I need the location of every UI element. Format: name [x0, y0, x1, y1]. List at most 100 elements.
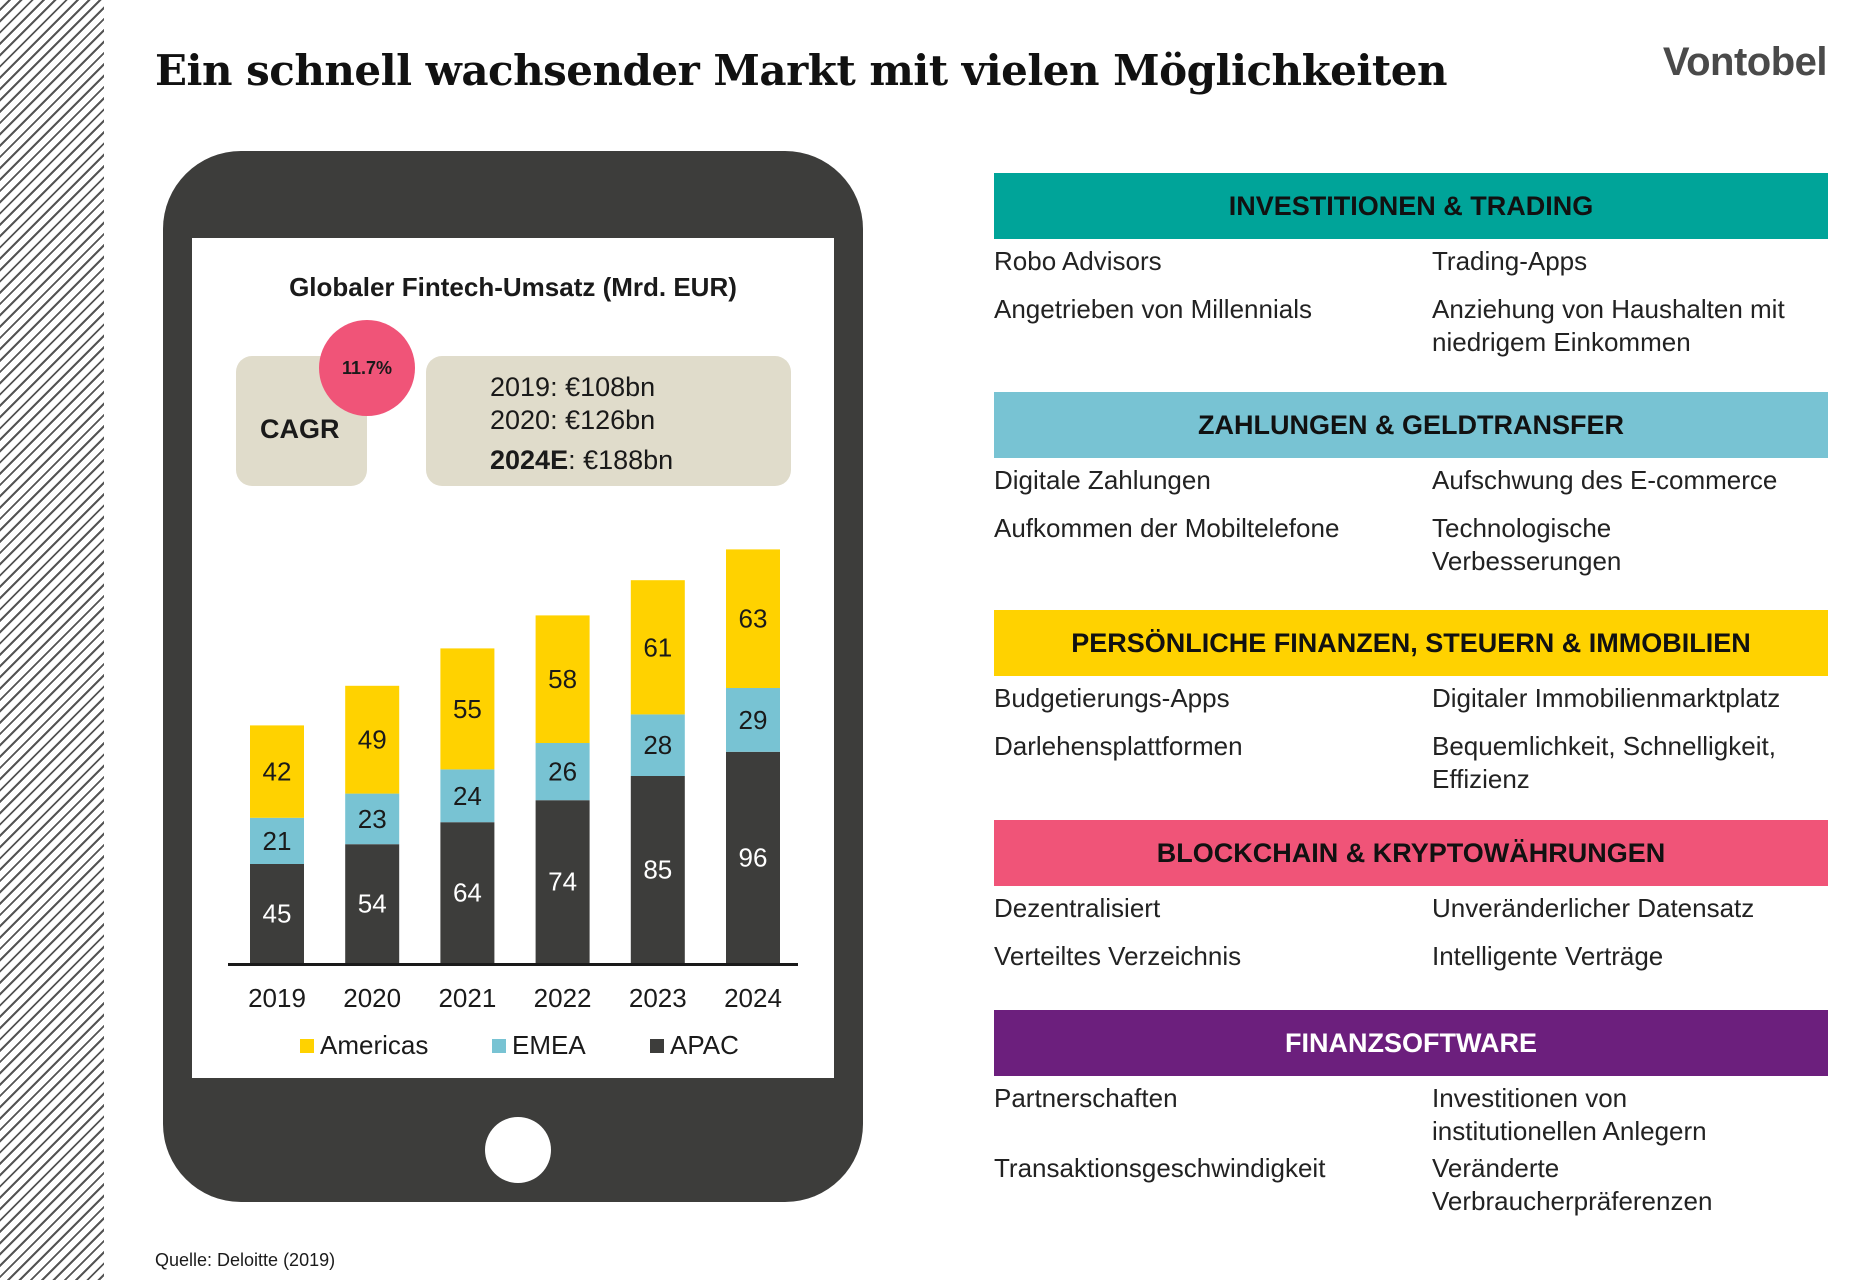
- x-tick-label-2024: 2024: [724, 983, 782, 1013]
- bar-americas-2021: [440, 648, 495, 770]
- data-label-americas-2019: 42: [263, 757, 292, 787]
- bar-apac-2023: [630, 776, 685, 963]
- tablet-home-button: [485, 1117, 551, 1183]
- section-item-right-2: Veränderte Verbraucherpräferenzen: [1432, 1153, 1713, 1216]
- data-label-apac-2021: 64: [453, 878, 482, 908]
- section-4: BLOCKCHAIN & KRYPTOWÄHRUNGEN Dezentralisi…: [994, 820, 1828, 971]
- bar-americas-2019: [250, 725, 304, 818]
- section-heading: FINANZSOFTWARE: [994, 1010, 1828, 1076]
- x-tick-label-2020: 2020: [343, 983, 401, 1013]
- data-label-emea-2023: 28: [643, 730, 672, 760]
- section-item-right-1: Aufschwung des E-commerce: [1432, 465, 1778, 495]
- bar-americas-2020: [345, 685, 400, 794]
- data-label-emea-2021: 24: [453, 781, 482, 811]
- bar-apac-2020: [345, 844, 400, 963]
- section-item-left-1: Partnerschaften: [994, 1083, 1178, 1113]
- x-tick-label-2021: 2021: [438, 983, 496, 1013]
- revenue-notes-box: [426, 356, 791, 486]
- data-label-emea-2020: 23: [358, 804, 387, 834]
- section-item-left-1: Dezentralisiert: [994, 893, 1161, 923]
- data-label-apac-2022: 74: [548, 867, 577, 897]
- data-label-emea-2022: 26: [548, 757, 577, 787]
- section-item-right-2: Bequemlichkeit, Schnelligkeit, Effizienz: [1432, 731, 1776, 794]
- vontobel-logo: Vontobel: [1662, 40, 1828, 84]
- cagr-label: CAGR: [260, 414, 340, 444]
- section-5: FINANZSOFTWARE Partnerschaften Transaktion…: [994, 1010, 1828, 1216]
- data-label-americas-2022: 58: [548, 664, 577, 694]
- stacked-bar-chart: 45 21 42 2019 54 23 49 2020 64 24 55 2021 74 26 58 2022…: [228, 549, 798, 1013]
- section-item-left-1: Budgetierungs-Apps: [994, 683, 1230, 713]
- revenue-note-2019: 2019: €108bn: [490, 372, 655, 403]
- data-label-americas-2020: 49: [358, 725, 387, 755]
- bar-apac-2019: [250, 864, 304, 963]
- bar-apac-2022: [535, 800, 590, 963]
- legend-swatch-emea: [492, 1038, 506, 1053]
- bar-emea-2024: [726, 688, 780, 752]
- data-label-apac-2023: 85: [643, 855, 672, 885]
- data-label-americas-2023: 61: [643, 632, 672, 662]
- bar-americas-2024: [726, 549, 780, 688]
- data-label-emea-2019: 21: [263, 826, 292, 856]
- legend-swatch-americas: [300, 1038, 314, 1053]
- legend-label-americas: Americas: [320, 1030, 429, 1060]
- revenue-note-year: 2020: [490, 405, 551, 435]
- section-item-right-1: Trading-Apps: [1432, 246, 1588, 276]
- section-item-left-2: Transaktionsgeschwindigkeit: [994, 1153, 1326, 1183]
- section-item-left-2: Aufkommen der Mobiltelefone: [994, 513, 1340, 543]
- revenue-note-value: €188bn: [583, 445, 674, 475]
- cagr-value-badge: 11.7%: [319, 320, 415, 416]
- bar-americas-2023: [630, 580, 685, 715]
- chart-title: Globaler Fintech-Umsatz (Mrd. EUR): [289, 272, 737, 302]
- data-label-emea-2024: 29: [739, 705, 768, 735]
- revenue-note-2020: 2020: €126bn: [490, 405, 655, 436]
- legend-label-emea: EMEA: [512, 1030, 586, 1060]
- section-heading: INVESTITIONEN & TRADING: [994, 173, 1828, 239]
- striped-edge-decoration: [0, 0, 104, 1280]
- section-item-right-2: Technologische Verbesserungen: [1432, 513, 1622, 576]
- section-item-right-2: Intelligente Verträge: [1432, 941, 1664, 971]
- cagr-value: 11.7%: [341, 357, 393, 378]
- revenue-note-value: €108bn: [565, 372, 656, 402]
- data-label-apac-2019: 45: [263, 899, 292, 929]
- bar-emea-2020: [345, 793, 400, 845]
- bar-apac-2024: [726, 751, 780, 963]
- x-tick-label-2019: 2019: [248, 983, 306, 1013]
- section-item-left-2: Darlehensplattformen: [994, 731, 1243, 761]
- revenue-note-sep: :: [568, 445, 584, 475]
- bar-emea-2021: [440, 769, 495, 823]
- revenue-note-year: 2024E: [490, 445, 569, 475]
- page-title: Ein schnell wachsender Markt mit vielen …: [155, 46, 1448, 95]
- source-note: Quelle: Deloitte (2019): [155, 1250, 336, 1270]
- bar-emea-2023: [630, 714, 685, 776]
- revenue-note-2024e: 2024E: €188bn: [490, 445, 673, 476]
- section-item-right-1: Digitaler Immobilienmarktplatz: [1432, 683, 1781, 713]
- bar-americas-2022: [535, 615, 590, 743]
- bar-emea-2019: [250, 817, 304, 864]
- revenue-note-sep: :: [550, 372, 566, 402]
- section-item-left-2: Verteiltes Verzeichnis: [994, 941, 1242, 971]
- section-item-right-2: Anziehung von Haushalten mit niedrigem Ei…: [1432, 294, 1785, 357]
- section-item-left-2: Angetrieben von Millennials: [994, 294, 1312, 324]
- section-item-right-1: Investitionen von institutionellen Anlege…: [1432, 1083, 1707, 1146]
- section-item-right-1: Unveränderlicher Datensatz: [1432, 893, 1755, 923]
- x-tick-label-2022: 2022: [534, 983, 592, 1013]
- section-3: PERSÖNLICHE FINANZEN, STEUERN & IMMOBILI…: [994, 610, 1828, 794]
- legend-emea: EMEA: [492, 1030, 586, 1061]
- data-label-apac-2020: 54: [358, 889, 387, 919]
- data-label-americas-2021: 55: [453, 694, 482, 724]
- data-label-apac-2024: 96: [739, 842, 768, 872]
- revenue-note-value: €126bn: [565, 405, 656, 435]
- section-2: ZAHLUNGEN & GELDTRANSFER Digitale Zahlung…: [994, 392, 1828, 576]
- revenue-note-year: 2019: [490, 372, 551, 402]
- section-item-left-1: Digitale Zahlungen: [994, 465, 1211, 495]
- legend-label-apac: APAC: [670, 1030, 739, 1060]
- section-heading: PERSÖNLICHE FINANZEN, STEUERN & IMMOBILI…: [994, 610, 1828, 676]
- bar-emea-2022: [535, 743, 590, 801]
- revenue-note-sep: :: [550, 405, 566, 435]
- section-item-left-1: Robo Advisors: [994, 246, 1162, 276]
- section-1: INVESTITIONEN & TRADING Robo Advisors Ange…: [994, 173, 1828, 357]
- legend-americas: Americas: [300, 1030, 428, 1061]
- legend-swatch-apac: [650, 1038, 664, 1053]
- legend-apac: APAC: [650, 1030, 739, 1061]
- bar-apac-2021: [440, 822, 495, 963]
